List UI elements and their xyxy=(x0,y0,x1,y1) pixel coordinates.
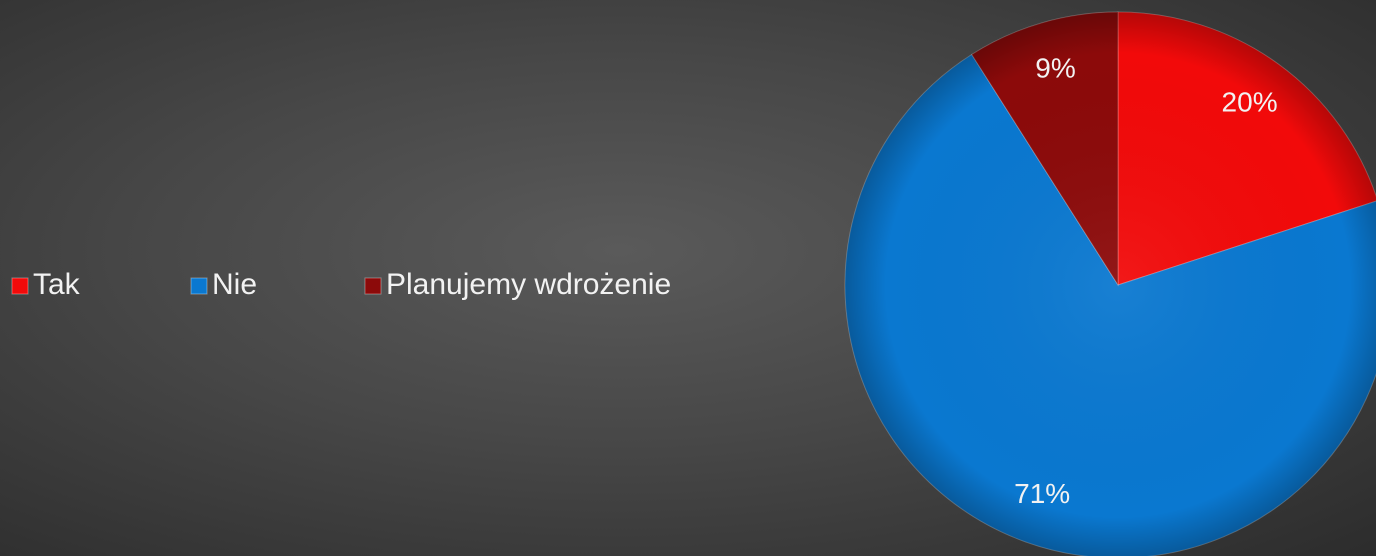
legend: Tak Nie Planujemy wdrożenie xyxy=(11,268,671,301)
legend-swatch xyxy=(11,277,29,295)
legend-swatch xyxy=(364,277,382,295)
data-label: 71% xyxy=(1014,478,1070,509)
legend-label: Nie xyxy=(212,268,257,301)
data-label: 9% xyxy=(1035,52,1075,83)
legend-label: Tak xyxy=(33,268,81,301)
pie: 20% 71% 9% xyxy=(844,11,1376,556)
legend-swatch xyxy=(190,277,208,295)
data-label: 20% xyxy=(1222,86,1278,117)
legend-label: Planujemy wdrożenie xyxy=(386,268,671,301)
